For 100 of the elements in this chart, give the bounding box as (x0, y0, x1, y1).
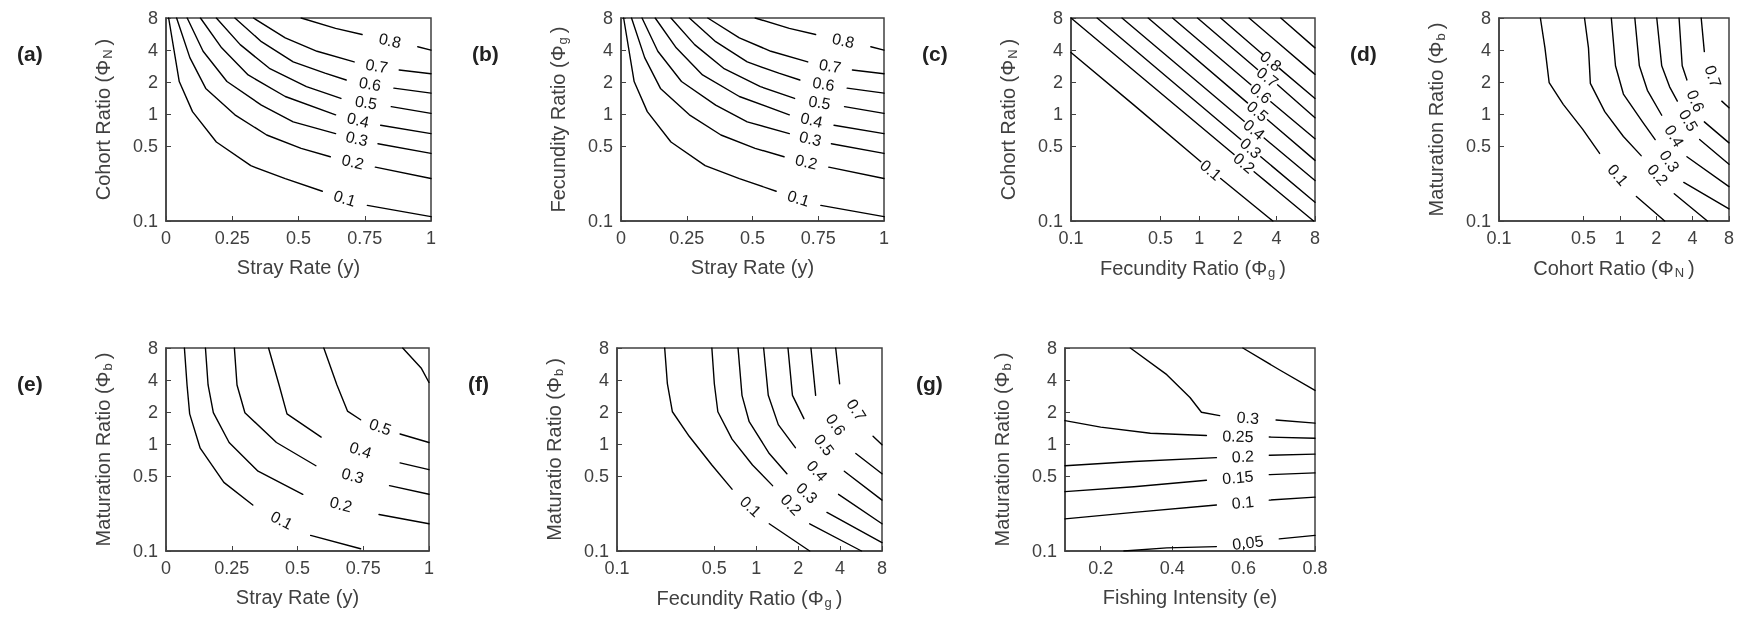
x-tick-label: 1 (1614, 228, 1625, 248)
text: (d) (1350, 42, 1377, 65)
y-axis-title: Maturation Ratio (Φb) (991, 352, 1014, 547)
text: 0.1 (1196, 156, 1225, 184)
x-tick-label: 1 (878, 228, 890, 248)
y-tick-label: 1 (602, 104, 613, 125)
x-tick-label: 0.75 (800, 228, 836, 248)
text: 0.1 (785, 186, 812, 210)
y-tick-label: 0.1 (132, 541, 158, 561)
y-tick-label: 0.5 (583, 466, 609, 487)
y-tick-label: 8 (1480, 8, 1491, 28)
x-tick-label: 2 (1232, 228, 1243, 248)
x-tick-label: 8 (1723, 228, 1735, 248)
text: 0.05 (1231, 532, 1265, 554)
x-tick-label: 0.8 (1302, 558, 1328, 578)
text: 0.2 (327, 493, 354, 516)
y-tick-label: 4 (147, 40, 158, 61)
y-tick-label: 0.5 (1031, 466, 1057, 487)
y-tick-label: 8 (147, 338, 158, 358)
text: 0.5 (366, 415, 394, 439)
text: 0.1 (736, 492, 765, 521)
x-axis-title: Stray Rate (y) (690, 256, 815, 278)
y-tick-label: 8 (1052, 8, 1063, 28)
y-axis-title: Cohort Ratio (ΦN) (997, 38, 1020, 201)
x-tick-label: 0.5 (284, 558, 311, 578)
x-tick-label: 0.5 (739, 228, 766, 248)
series-label: 0.2 (1231, 447, 1255, 466)
y-tick-label: 1 (1052, 104, 1063, 125)
y-tick-label: 8 (602, 8, 613, 28)
text: 0.1 (267, 507, 296, 533)
x-tick-label: 0.2 (1088, 558, 1114, 578)
y-tick-label: 4 (1052, 40, 1063, 61)
y-tick-label: 1 (147, 434, 158, 455)
x-tick-label: 4 (1271, 228, 1282, 248)
text: (f) (468, 372, 489, 395)
series-label: 0.25 (1222, 427, 1254, 446)
x-tick-label: 8 (1309, 228, 1321, 248)
y-tick-label: 0.1 (1037, 211, 1063, 231)
x-tick-label: 0.4 (1159, 558, 1185, 578)
y-axis-title: Maturatio Ratio (Φb) (543, 358, 566, 541)
text: (e) (17, 372, 43, 395)
text: (b) (472, 42, 499, 65)
y-tick-label: 0.5 (132, 466, 158, 487)
y-tick-label: 0.5 (1037, 136, 1063, 157)
y-tick-label: 4 (147, 370, 158, 391)
y-tick-label: 2 (147, 72, 158, 93)
y-tick-label: 1 (1480, 104, 1491, 125)
x-tick-label: 2 (1651, 228, 1662, 248)
text: 0.7 (843, 396, 870, 425)
x-tick-label: 1 (751, 558, 762, 578)
y-axis-title: Maturation Ratio (Φb) (1425, 22, 1448, 217)
y-axis-title: Cohort Ratio (ΦN) (92, 38, 115, 201)
y-tick-label: 0.5 (1465, 136, 1491, 157)
y-tick-label: 2 (1480, 72, 1491, 93)
text: 0.3 (339, 464, 366, 487)
y-tick-label: 1 (598, 434, 609, 455)
x-tick-label: 0.5 (285, 228, 312, 248)
y-tick-label: 0.1 (1031, 541, 1057, 561)
x-tick-label: 4 (835, 558, 846, 578)
x-tick-label: 4 (1687, 228, 1698, 248)
x-axis-title: Fishing Intensity (e) (1102, 586, 1278, 608)
y-tick-label: 8 (1046, 338, 1057, 358)
y-tick-label: 0.5 (587, 136, 613, 157)
y-tick-label: 0.5 (132, 136, 158, 157)
y-tick-label: 0.1 (587, 211, 613, 231)
y-tick-label: 1 (147, 104, 158, 125)
text: 0.2 (340, 151, 366, 173)
text: 0.1 (1231, 493, 1255, 513)
text: (g) (916, 372, 943, 395)
y-tick-label: 2 (598, 402, 609, 423)
x-tick-label: 0.75 (345, 558, 381, 578)
x-tick-label: 1 (423, 558, 435, 578)
y-tick-label: 2 (1052, 72, 1063, 93)
x-tick-label: 0.25 (669, 228, 705, 248)
text: 0.8 (377, 29, 403, 52)
x-tick-label: 2 (793, 558, 804, 578)
y-tick-label: 2 (147, 402, 158, 423)
y-tick-label: 0.1 (132, 211, 158, 231)
y-tick-label: 4 (1046, 370, 1057, 391)
x-tick-label: 0 (160, 228, 172, 248)
y-tick-label: 4 (598, 370, 609, 391)
y-tick-label: 0.1 (1465, 211, 1491, 231)
text: 0.8 (830, 29, 857, 52)
y-tick-label: 2 (602, 72, 613, 93)
y-tick-label: 8 (147, 8, 158, 28)
x-tick-label: 0 (615, 228, 627, 248)
text: 0.15 (1221, 467, 1255, 488)
text: 0.1 (1604, 160, 1632, 189)
text: 0.7 (1701, 63, 1725, 90)
y-tick-label: 4 (602, 40, 613, 61)
y-tick-label: 8 (598, 338, 609, 358)
text: (a) (17, 42, 43, 65)
y-axis-title: Fecundity Ratio (Φg) (547, 26, 570, 213)
y-tick-label: 2 (1046, 402, 1057, 423)
text: 0.1 (331, 186, 359, 210)
x-tick-label: 1 (425, 228, 437, 248)
text: 0.2 (793, 151, 820, 173)
x-axis-title: Stray Rate (y) (236, 256, 361, 278)
text: (c) (922, 42, 948, 65)
x-axis-title: Stray Rate (y) (235, 586, 360, 608)
